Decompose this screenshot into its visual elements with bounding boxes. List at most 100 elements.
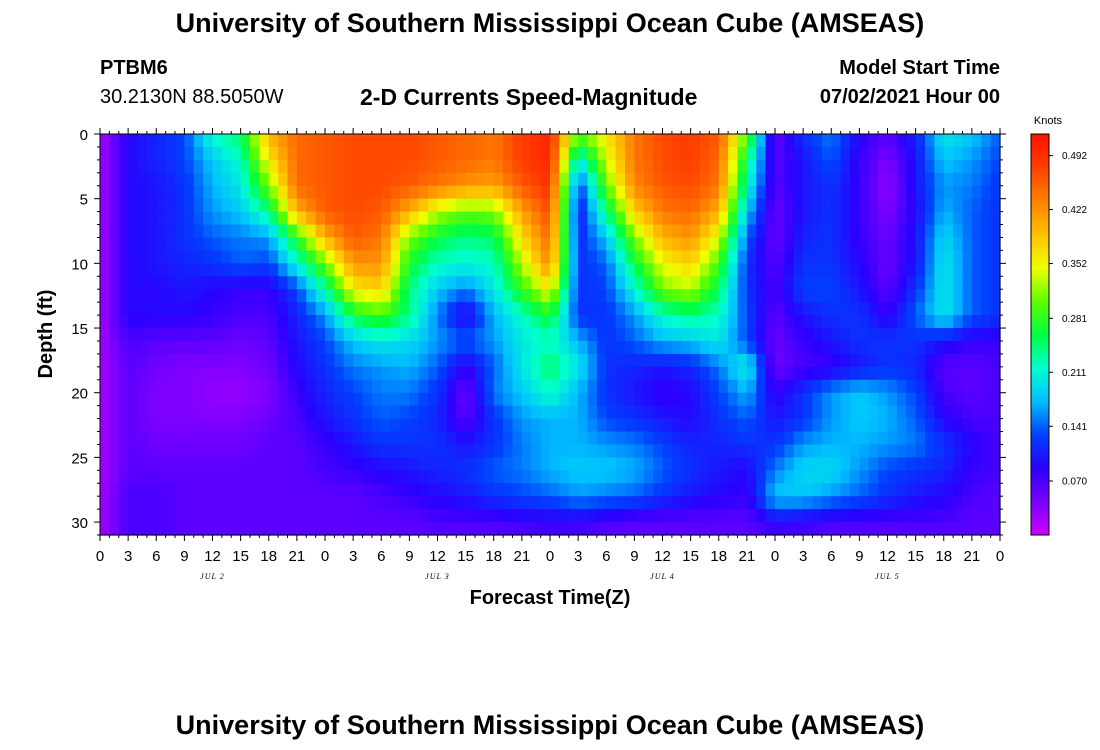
heatmap-cell (878, 405, 889, 420)
heatmap-cell (934, 457, 945, 471)
heatmap-cell (175, 457, 185, 471)
heatmap-cell (146, 211, 157, 226)
heatmap-cell (578, 509, 589, 523)
heatmap-cell (784, 315, 795, 329)
heatmap-cell (887, 509, 898, 523)
heatmap-cell (315, 315, 326, 329)
heatmap-cell (690, 315, 701, 329)
heatmap-cell (203, 211, 214, 226)
heatmap-cell (118, 522, 129, 536)
heatmap-cell (278, 224, 289, 239)
heatmap-cell (493, 457, 504, 471)
heatmap-cell (643, 483, 654, 497)
heatmap-cell (212, 444, 223, 458)
heatmap-cell (306, 263, 317, 277)
heatmap-cell (568, 315, 579, 329)
heatmap-cell (775, 340, 785, 355)
heatmap-cell (484, 250, 495, 264)
heatmap-cells (100, 134, 1001, 536)
heatmap-cell (812, 418, 823, 433)
heatmap-cell (878, 509, 889, 523)
heatmap-cell (559, 379, 570, 394)
heatmap-cell (915, 302, 926, 316)
heatmap-cell (100, 444, 110, 458)
heatmap-cell (625, 444, 635, 458)
heatmap-cell (550, 237, 560, 252)
heatmap-cell (193, 444, 204, 458)
heatmap-cell (418, 405, 429, 420)
heatmap-cell (953, 198, 964, 213)
heatmap-cell (934, 146, 945, 161)
heatmap-cell (231, 496, 242, 510)
heatmap-cell (784, 392, 795, 407)
heatmap-cell (362, 134, 373, 148)
heatmap-cell (709, 431, 720, 446)
heatmap-cell (784, 431, 795, 446)
heatmap-cell (690, 224, 701, 239)
heatmap-cell (578, 328, 589, 342)
heatmap-cell (812, 211, 823, 226)
heatmap-cell (662, 198, 673, 213)
heatmap-cell (896, 444, 907, 458)
heatmap-cell (446, 302, 457, 316)
heatmap-cell (896, 198, 907, 213)
heatmap-cell (456, 366, 467, 381)
heatmap-cell (868, 496, 879, 510)
heatmap-cell (775, 134, 785, 148)
heatmap-cell (896, 211, 907, 226)
heatmap-cell (690, 483, 701, 497)
heatmap-cell (531, 263, 542, 277)
heatmap-cell (475, 366, 485, 381)
heatmap-cell (850, 328, 860, 342)
heatmap-cell (146, 470, 157, 484)
heatmap-cell (784, 159, 795, 174)
heatmap-cell (578, 315, 589, 329)
heatmap-cell (962, 353, 973, 368)
heatmap-cell (737, 496, 748, 510)
heatmap-cell (446, 353, 457, 368)
heatmap-cell (625, 418, 635, 433)
heatmap-cell (371, 211, 382, 226)
heatmap-cell (184, 172, 195, 187)
heatmap-cell (268, 146, 279, 161)
heatmap-cell (137, 237, 148, 252)
heatmap-cell (775, 405, 785, 420)
heatmap-cell (512, 237, 523, 252)
heatmap-cell (596, 379, 607, 394)
heatmap-cell (850, 418, 860, 433)
heatmap-cell (540, 134, 551, 148)
heatmap-cell (437, 134, 448, 148)
heatmap-cell (371, 302, 382, 316)
heatmap-cell (709, 379, 720, 394)
heatmap-cell (559, 289, 570, 303)
heatmap-cell (465, 457, 476, 471)
heatmap-cell (756, 276, 767, 290)
heatmap-cell (400, 444, 410, 458)
heatmap-cell (990, 237, 1001, 252)
heatmap-cell (925, 172, 935, 187)
heatmap-cell (437, 289, 448, 303)
heatmap-cell (953, 392, 964, 407)
heatmap-cell (568, 457, 579, 471)
heatmap-cell (887, 250, 898, 264)
heatmap-cell (690, 431, 701, 446)
heatmap-cell (409, 146, 420, 161)
heatmap-cell (971, 315, 982, 329)
heatmap-cell (756, 134, 767, 148)
heatmap-cell (184, 263, 195, 277)
heatmap-cell (671, 289, 682, 303)
heatmap-cell (203, 366, 214, 381)
heatmap-cell (446, 496, 457, 510)
heatmap-cell (793, 496, 804, 510)
heatmap-cell (362, 263, 373, 277)
heatmap-cell (118, 289, 129, 303)
heatmap-cell (465, 263, 476, 277)
heatmap-cell (990, 418, 1001, 433)
heatmap-cell (334, 418, 345, 433)
heatmap-cell (625, 431, 635, 446)
heatmap-cell (100, 340, 110, 355)
heatmap-cell (671, 185, 682, 200)
colorbar-tick-label: 0.141 (1062, 422, 1087, 433)
heatmap-cell (334, 276, 345, 290)
